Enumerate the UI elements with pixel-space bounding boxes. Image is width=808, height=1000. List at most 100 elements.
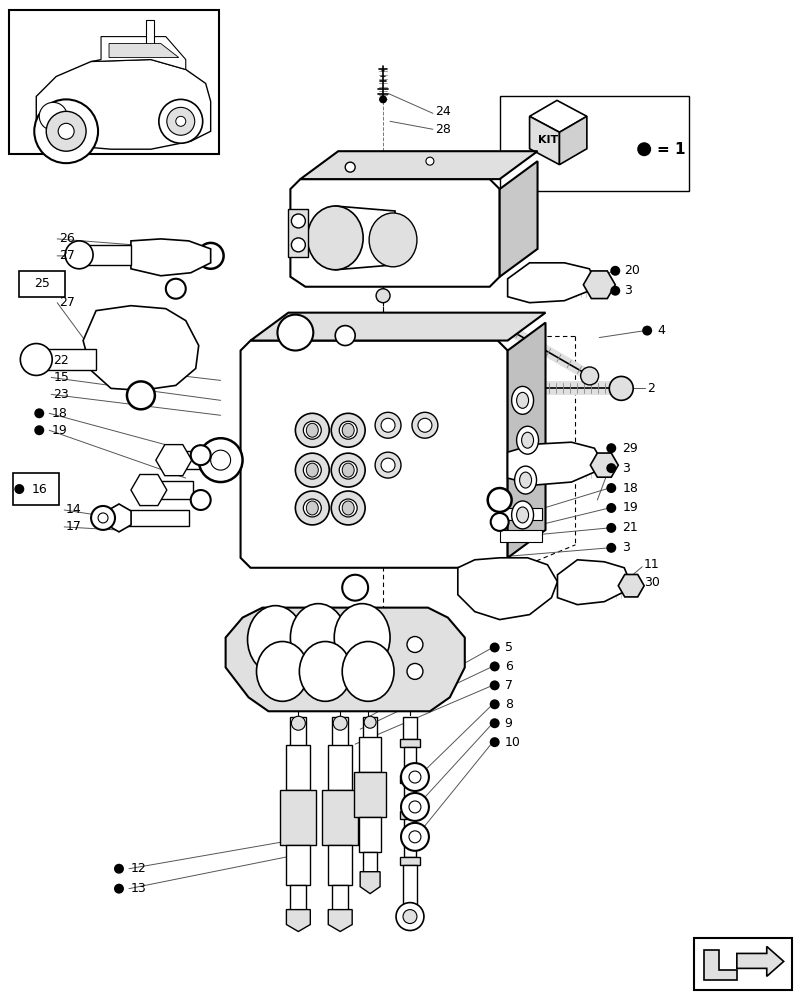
Text: 6: 6 [505, 660, 512, 673]
Circle shape [303, 461, 322, 479]
Circle shape [490, 699, 499, 709]
Text: 28: 28 [435, 123, 451, 136]
Polygon shape [737, 946, 784, 976]
Ellipse shape [515, 466, 537, 494]
Text: 19: 19 [51, 424, 67, 437]
Ellipse shape [511, 386, 533, 414]
Polygon shape [618, 574, 644, 597]
Ellipse shape [306, 501, 318, 515]
Polygon shape [335, 206, 395, 270]
Circle shape [20, 344, 53, 375]
Polygon shape [40, 349, 96, 370]
Polygon shape [131, 474, 166, 506]
Circle shape [303, 499, 322, 517]
Ellipse shape [522, 432, 533, 448]
Circle shape [401, 823, 429, 851]
Circle shape [379, 95, 387, 103]
Polygon shape [83, 306, 199, 390]
Text: 19: 19 [622, 501, 638, 514]
Polygon shape [149, 481, 193, 499]
Circle shape [34, 408, 44, 418]
Circle shape [292, 214, 305, 228]
Ellipse shape [256, 642, 309, 701]
Text: 22: 22 [53, 354, 69, 367]
Circle shape [490, 680, 499, 690]
Circle shape [426, 157, 434, 165]
Polygon shape [583, 271, 615, 299]
Circle shape [606, 503, 617, 513]
Ellipse shape [335, 604, 390, 671]
Circle shape [409, 831, 421, 843]
FancyBboxPatch shape [19, 271, 65, 297]
Ellipse shape [299, 642, 351, 701]
Circle shape [166, 107, 195, 135]
Bar [332, 885, 348, 913]
Ellipse shape [306, 423, 318, 437]
Circle shape [376, 289, 390, 303]
Polygon shape [109, 44, 179, 58]
Circle shape [335, 326, 356, 346]
Circle shape [296, 413, 329, 447]
Polygon shape [529, 100, 587, 132]
Circle shape [638, 142, 651, 156]
Ellipse shape [247, 606, 303, 673]
Circle shape [296, 491, 329, 525]
Circle shape [375, 412, 401, 438]
Polygon shape [360, 872, 380, 894]
Bar [403, 717, 417, 739]
Text: 24: 24 [435, 105, 451, 118]
Circle shape [364, 716, 376, 728]
Bar [400, 857, 420, 865]
Polygon shape [156, 445, 191, 476]
Circle shape [606, 463, 617, 473]
Text: 25: 25 [34, 277, 50, 290]
Circle shape [166, 279, 186, 299]
Bar [403, 865, 417, 905]
Text: = 1: = 1 [657, 142, 686, 157]
Polygon shape [241, 341, 507, 568]
Bar [286, 845, 310, 885]
Polygon shape [558, 560, 629, 605]
Circle shape [610, 266, 621, 276]
Polygon shape [529, 116, 559, 165]
Circle shape [191, 490, 211, 510]
Circle shape [418, 418, 432, 432]
Text: 5: 5 [505, 641, 512, 654]
Bar [499, 508, 541, 520]
Text: 8: 8 [505, 698, 512, 711]
Polygon shape [131, 239, 211, 276]
Circle shape [339, 499, 357, 517]
Text: 30: 30 [644, 576, 660, 589]
Bar [10, 10, 219, 154]
Bar [354, 772, 386, 817]
Circle shape [345, 162, 356, 172]
Circle shape [490, 643, 499, 652]
Circle shape [606, 443, 617, 453]
Bar [400, 775, 420, 783]
Circle shape [15, 484, 24, 494]
Text: 4: 4 [657, 324, 665, 337]
Text: 26: 26 [59, 232, 75, 245]
Ellipse shape [511, 501, 533, 529]
Circle shape [277, 315, 314, 351]
Circle shape [490, 737, 499, 747]
Circle shape [412, 412, 438, 438]
Bar [359, 817, 381, 852]
Bar [499, 96, 689, 191]
Circle shape [176, 116, 186, 126]
Ellipse shape [343, 463, 354, 477]
Circle shape [292, 716, 305, 730]
Text: 17: 17 [66, 520, 82, 533]
Circle shape [409, 801, 421, 813]
Text: 20: 20 [625, 264, 640, 277]
Text: 16: 16 [32, 483, 47, 496]
Circle shape [401, 763, 429, 791]
Circle shape [65, 241, 93, 269]
Ellipse shape [343, 642, 394, 701]
Polygon shape [507, 323, 545, 558]
Circle shape [401, 793, 429, 821]
Bar [499, 530, 541, 542]
Text: KIT: KIT [538, 135, 558, 145]
Circle shape [610, 286, 621, 296]
Circle shape [331, 413, 365, 447]
